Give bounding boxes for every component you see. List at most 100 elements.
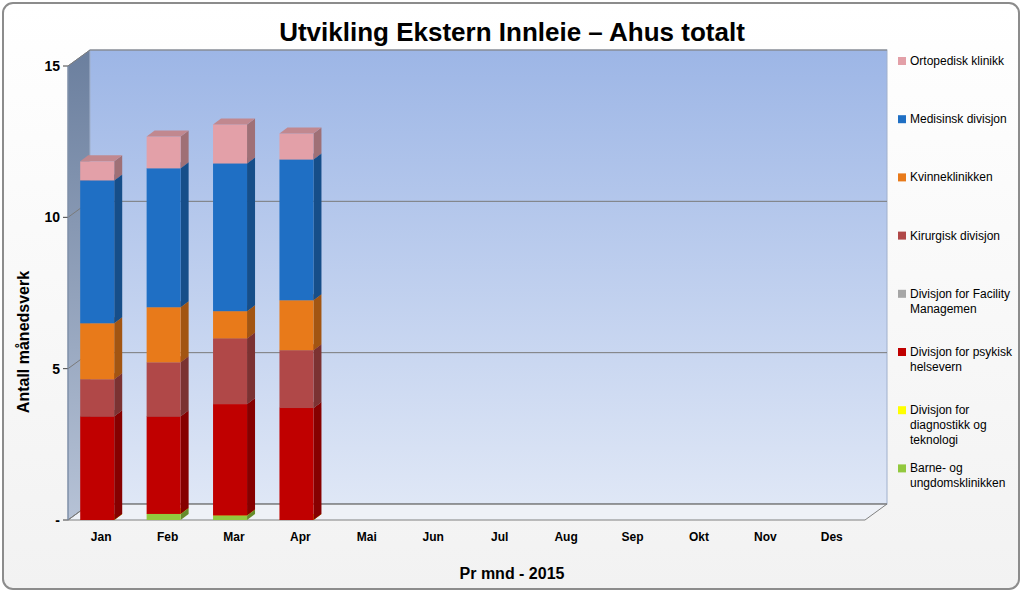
bar-segment (80, 416, 114, 520)
bar-segment (213, 311, 247, 338)
bar-side (114, 410, 122, 520)
legend-swatch (898, 115, 906, 123)
bar-side (247, 118, 255, 163)
grid-line (90, 352, 887, 353)
bar-segment (147, 307, 181, 362)
bar-side (181, 410, 189, 514)
legend-line: Medisinsk divisjon (910, 112, 1007, 126)
bar-segment (80, 180, 114, 323)
legend-line: Kvinneklinikken (910, 170, 993, 184)
legend-label: Kvinneklinikken (910, 170, 993, 184)
bar-segment (213, 163, 247, 311)
legend-label: Divisjon fordiagnostikk ogteknologi (910, 403, 987, 447)
legend-swatch (898, 348, 906, 356)
grid-line (90, 50, 887, 51)
tick-label: 15 (44, 58, 60, 74)
tick-label: 10 (44, 209, 60, 225)
legend-line: helsevern (910, 360, 962, 374)
bar-segment (213, 515, 247, 520)
legend-line: Divisjon for Facility (910, 287, 1010, 301)
bar-side (181, 131, 189, 169)
bar-side (247, 157, 255, 311)
chart: -51015JanFebMarAprMaiJunJulAugSepOktNovD… (0, 0, 1024, 594)
bar-side (313, 402, 321, 520)
category-label: Okt (689, 530, 709, 544)
bar-segment (279, 133, 313, 159)
legend-line: Kirurgisk divisjon (910, 229, 1000, 243)
category-label: Nov (754, 530, 777, 544)
bar-segment (279, 160, 313, 301)
bar-top (279, 127, 321, 133)
bar-segment (80, 379, 114, 416)
legend-line: Ortopedisk klinikk (910, 54, 1005, 68)
bar-top (80, 155, 122, 161)
legend-label: Kirurgisk divisjon (910, 229, 1000, 243)
x-axis-label: Pr mnd - 2015 (460, 565, 565, 582)
y-axis-label: Antall månedsverk (15, 271, 32, 413)
category-label: Jan (91, 530, 112, 544)
legend-line: diagnostikk og (910, 418, 987, 432)
grid-line (90, 504, 887, 505)
legend-label: Medisinsk divisjon (910, 112, 1007, 126)
bar-side (313, 344, 321, 408)
category-label: Apr (290, 530, 311, 544)
bar-segment (147, 416, 181, 514)
bar-segment (147, 168, 181, 307)
legend-line: Barne- og (910, 461, 963, 475)
legend-swatch (898, 464, 906, 472)
legend-line: Divisjon for (910, 403, 969, 417)
legend-swatch (898, 290, 906, 298)
bar-segment (80, 323, 114, 379)
bar-side (114, 174, 122, 323)
title: Utvikling Ekstern Innleie – Ahus totalt (279, 17, 745, 47)
legend-line: teknologi (910, 433, 958, 447)
legend-label: Divisjon for psykiskhelsevern (910, 345, 1013, 374)
grid-line-side (68, 50, 90, 66)
grid-line (90, 201, 887, 202)
bars (80, 118, 321, 520)
bar-segment (213, 404, 247, 515)
category-label: Aug (554, 530, 577, 544)
bar-segment (147, 137, 181, 169)
bar-segment (147, 514, 181, 520)
legend-line: Divisjon for psykisk (910, 345, 1013, 359)
category-label: Mar (223, 530, 245, 544)
bar-segment (80, 161, 114, 180)
category-label: Feb (157, 530, 178, 544)
bar-segment (279, 300, 313, 350)
bar-top (147, 131, 189, 137)
bar-side (247, 398, 255, 515)
tick-label: 5 (52, 361, 60, 377)
legend-line: ungdomsklinikken (910, 476, 1005, 490)
category-label: Jun (423, 530, 444, 544)
category-label: Sep (622, 530, 644, 544)
legend-swatch (898, 57, 906, 65)
back-wall (90, 50, 887, 504)
bar-segment (147, 362, 181, 416)
bar-segment (279, 350, 313, 408)
tick-label: - (55, 512, 60, 528)
bar-segment (213, 338, 247, 404)
bar-segment (279, 408, 313, 520)
chart-border (3, 3, 1019, 589)
legend-swatch (898, 232, 906, 240)
tick-mark (63, 66, 68, 67)
legend-label: Ortopedisk klinikk (910, 54, 1005, 68)
bar-side (114, 373, 122, 416)
bar-side (181, 356, 189, 416)
bar-top (213, 118, 255, 124)
legend-label: Divisjon for FacilityManagemen (910, 287, 1010, 316)
legend-swatch (898, 173, 906, 181)
y-axis-line (68, 66, 69, 520)
legend-swatch (898, 406, 906, 414)
tick-mark (63, 217, 68, 218)
category-label: Jul (491, 530, 508, 544)
category-label: Des (821, 530, 843, 544)
bar-segment (213, 124, 247, 163)
tick-mark (63, 368, 68, 369)
legend-label: Barne- ogungdomsklinikken (910, 461, 1005, 490)
legend-line: Managemen (910, 302, 977, 316)
floor (68, 504, 887, 520)
tick-mark (63, 520, 68, 521)
bar-side (247, 332, 255, 404)
